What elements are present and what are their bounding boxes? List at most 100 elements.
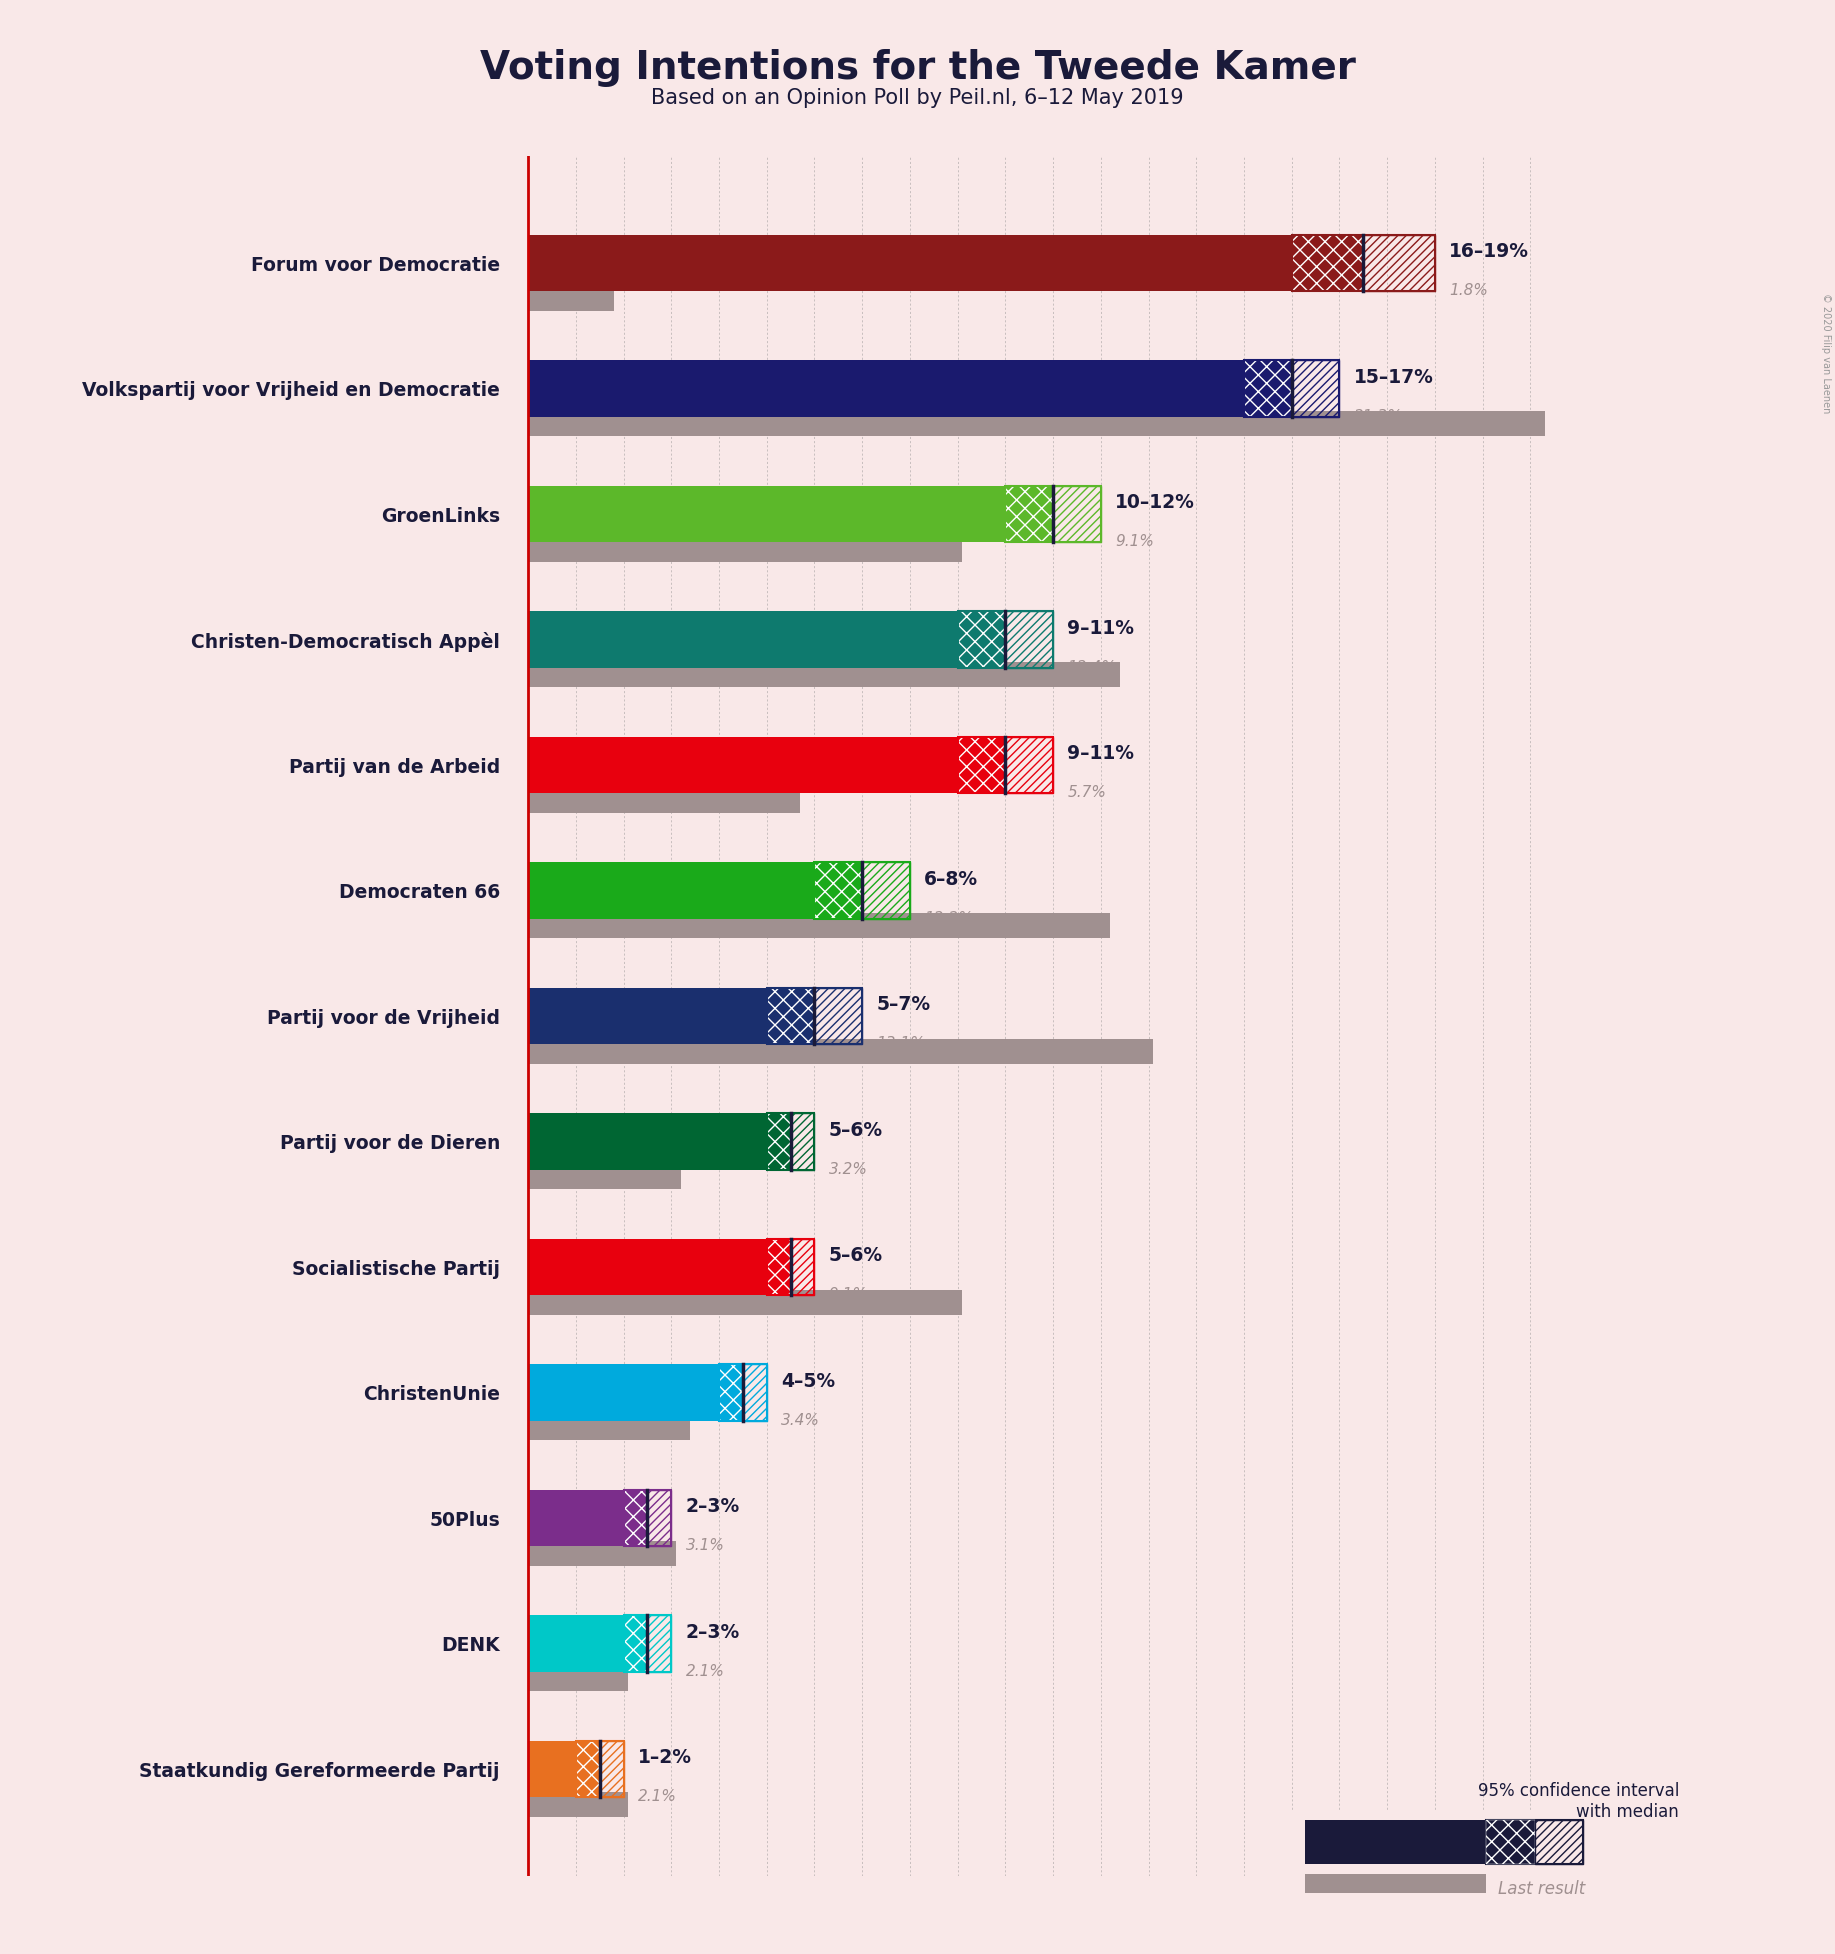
Text: 16–19%: 16–19%: [1450, 242, 1529, 262]
Bar: [1006, 612, 1053, 668]
Bar: [1292, 234, 1435, 291]
Bar: [528, 737, 958, 793]
Bar: [528, 487, 1006, 543]
Text: 4–5%: 4–5%: [782, 1372, 835, 1391]
Bar: [815, 989, 862, 1043]
Bar: [624, 1489, 648, 1546]
Text: 1.8%: 1.8%: [1450, 283, 1488, 299]
Bar: [1292, 234, 1363, 291]
Text: 12.4%: 12.4%: [1068, 660, 1116, 674]
Bar: [1006, 737, 1053, 793]
Bar: [1486, 1821, 1534, 1864]
Bar: [791, 1239, 815, 1296]
Bar: [528, 1616, 624, 1673]
Bar: [600, 1741, 624, 1798]
Text: 3.4%: 3.4%: [782, 1413, 820, 1428]
Bar: [528, 862, 815, 918]
Bar: [624, 1616, 648, 1673]
Text: 10–12%: 10–12%: [1116, 492, 1195, 512]
Text: 13.1%: 13.1%: [877, 1036, 925, 1051]
Bar: [815, 862, 910, 918]
Bar: [528, 1741, 576, 1798]
Text: 5–7%: 5–7%: [877, 995, 930, 1014]
Text: 95% confidence interval
with median: 95% confidence interval with median: [1477, 1782, 1679, 1821]
Text: 2.1%: 2.1%: [639, 1790, 677, 1804]
Bar: [1006, 487, 1053, 543]
Bar: [767, 1239, 815, 1296]
Text: Voting Intentions for the Tweede Kamer: Voting Intentions for the Tweede Kamer: [479, 49, 1356, 86]
Text: 15–17%: 15–17%: [1354, 367, 1433, 387]
Bar: [648, 1616, 672, 1673]
Bar: [528, 1114, 767, 1170]
Bar: [791, 1114, 815, 1170]
Text: 5.7%: 5.7%: [1068, 786, 1107, 801]
Bar: [1292, 360, 1340, 416]
Bar: [528, 1165, 681, 1190]
Bar: [528, 662, 1119, 688]
Bar: [1244, 360, 1340, 416]
Bar: [648, 1489, 672, 1546]
Text: Last result: Last result: [1497, 1880, 1585, 1897]
Bar: [576, 1741, 624, 1798]
Bar: [1006, 487, 1101, 543]
Bar: [528, 285, 615, 311]
Bar: [815, 862, 862, 918]
Bar: [528, 410, 1545, 436]
Bar: [528, 1415, 690, 1440]
Bar: [528, 1667, 628, 1692]
Bar: [624, 1489, 672, 1546]
Bar: [1363, 234, 1435, 291]
Bar: [528, 1239, 767, 1296]
Text: 6–8%: 6–8%: [925, 870, 978, 889]
Bar: [1305, 1874, 1486, 1893]
Text: 9–11%: 9–11%: [1068, 619, 1134, 637]
Bar: [767, 989, 815, 1043]
Text: 12.2%: 12.2%: [925, 911, 973, 926]
Bar: [719, 1364, 743, 1421]
Bar: [767, 1114, 791, 1170]
Bar: [1305, 1821, 1486, 1864]
Text: Based on an Opinion Poll by Peil.nl, 6–12 May 2019: Based on an Opinion Poll by Peil.nl, 6–1…: [651, 88, 1184, 107]
Bar: [767, 1114, 815, 1170]
Text: 3.1%: 3.1%: [686, 1538, 725, 1553]
Bar: [528, 537, 962, 561]
Bar: [528, 989, 767, 1043]
Text: 9.1%: 9.1%: [829, 1288, 868, 1301]
Bar: [958, 612, 1006, 668]
Text: 5–6%: 5–6%: [829, 1122, 883, 1139]
Bar: [743, 1364, 767, 1421]
Bar: [528, 913, 1110, 938]
Text: 2.1%: 2.1%: [686, 1663, 725, 1678]
Bar: [767, 1239, 791, 1296]
Text: 1–2%: 1–2%: [639, 1749, 692, 1766]
Bar: [528, 1540, 675, 1565]
Bar: [767, 989, 862, 1043]
Bar: [576, 1741, 600, 1798]
Bar: [1486, 1821, 1584, 1864]
Text: 21.3%: 21.3%: [1354, 408, 1402, 424]
Text: 5–6%: 5–6%: [829, 1247, 883, 1266]
Text: 9.1%: 9.1%: [1116, 533, 1154, 549]
Bar: [958, 612, 1053, 668]
Text: © 2020 Filip van Laenen: © 2020 Filip van Laenen: [1822, 293, 1831, 414]
Bar: [1244, 360, 1292, 416]
Bar: [528, 360, 1244, 416]
Text: 2–3%: 2–3%: [686, 1624, 740, 1641]
Text: 3.2%: 3.2%: [829, 1163, 868, 1176]
Bar: [719, 1364, 767, 1421]
Bar: [528, 1489, 624, 1546]
Bar: [528, 1364, 719, 1421]
Bar: [958, 737, 1053, 793]
Text: 9–11%: 9–11%: [1068, 744, 1134, 764]
Bar: [1053, 487, 1101, 543]
Bar: [1534, 1821, 1584, 1864]
Text: 2–3%: 2–3%: [686, 1497, 740, 1516]
Bar: [528, 1792, 628, 1817]
Bar: [624, 1616, 672, 1673]
Bar: [958, 737, 1006, 793]
Bar: [862, 862, 910, 918]
Bar: [528, 787, 800, 813]
Bar: [528, 234, 1292, 291]
Bar: [528, 612, 958, 668]
Bar: [528, 1290, 962, 1315]
